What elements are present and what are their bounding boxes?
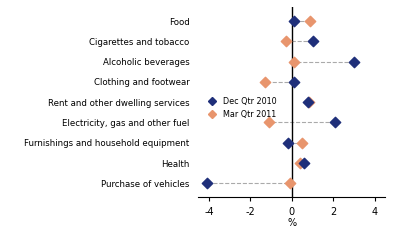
Legend: Dec Qtr 2010, Mar Qtr 2011: Dec Qtr 2010, Mar Qtr 2011	[200, 94, 280, 122]
Dec Qtr 2010	[305, 100, 312, 104]
Mar Qtr 2011	[291, 60, 297, 63]
Dec Qtr 2010	[291, 19, 297, 23]
Dec Qtr 2010	[351, 60, 357, 63]
Mar Qtr 2011	[297, 161, 303, 165]
Dec Qtr 2010	[285, 141, 291, 145]
Dec Qtr 2010	[291, 80, 297, 84]
Dec Qtr 2010	[301, 161, 307, 165]
Mar Qtr 2011	[282, 39, 289, 43]
Dec Qtr 2010	[309, 39, 316, 43]
Mar Qtr 2011	[266, 121, 272, 124]
X-axis label: %: %	[287, 218, 296, 227]
Dec Qtr 2010	[332, 121, 339, 124]
Mar Qtr 2011	[306, 100, 312, 104]
Mar Qtr 2011	[299, 141, 305, 145]
Mar Qtr 2011	[287, 181, 293, 185]
Mar Qtr 2011	[307, 19, 314, 23]
Mar Qtr 2011	[262, 80, 268, 84]
Dec Qtr 2010	[204, 181, 210, 185]
